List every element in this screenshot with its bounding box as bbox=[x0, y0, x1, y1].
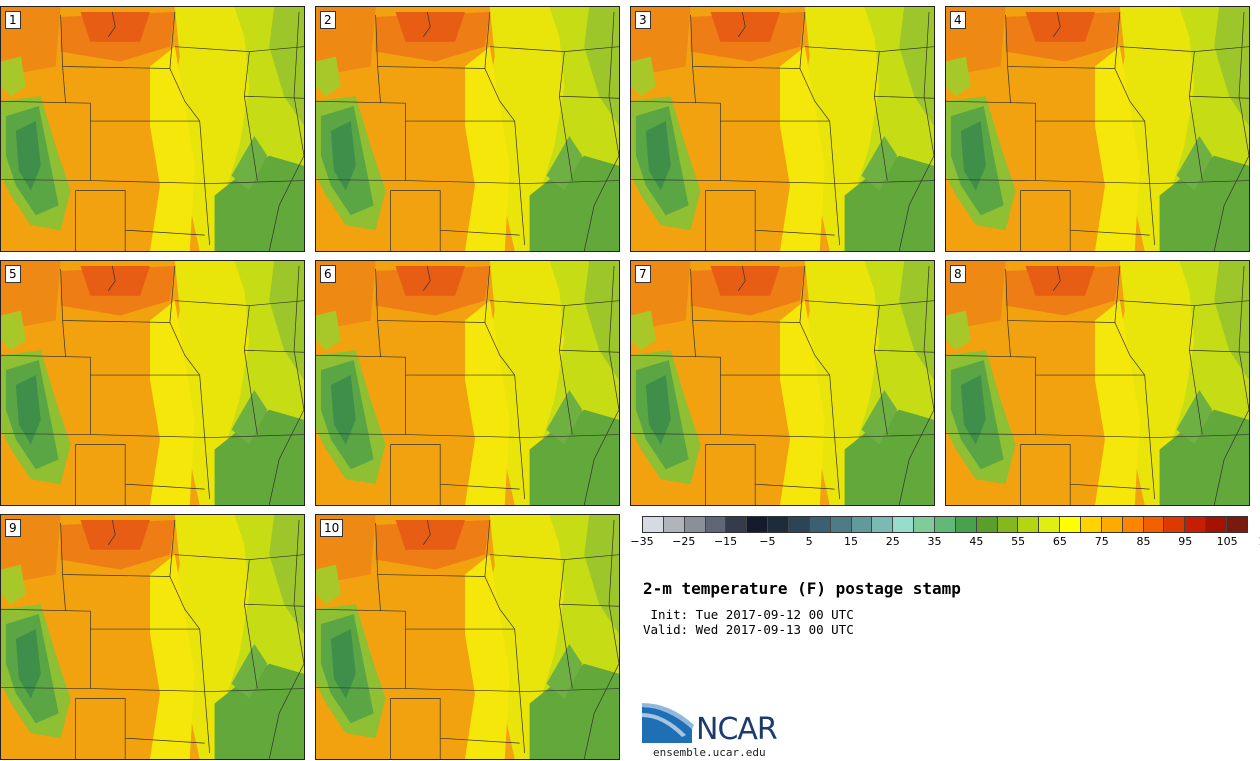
colorbar-segment bbox=[1164, 517, 1186, 532]
member-number: 1 bbox=[5, 11, 21, 29]
colorbar-segment bbox=[851, 517, 873, 532]
colorbar-segment bbox=[705, 517, 727, 532]
ensemble-member-map: 9 bbox=[0, 514, 305, 760]
ensemble-member-map: 10 bbox=[315, 514, 620, 760]
colorbar-segment bbox=[1060, 517, 1082, 532]
colorbar-segment bbox=[893, 517, 915, 532]
ensemble-member-map: 7 bbox=[630, 260, 935, 506]
ncar-logo-icon bbox=[642, 703, 694, 743]
colorbar-segment bbox=[809, 517, 831, 532]
colorbar-segment bbox=[1039, 517, 1061, 532]
logo-url: ensemble.ucar.edu bbox=[653, 746, 766, 759]
colorbar-segment bbox=[914, 517, 936, 532]
colorbar-tick-label: 95 bbox=[1178, 535, 1193, 548]
member-number: 8 bbox=[950, 265, 966, 283]
temperature-map bbox=[316, 515, 619, 759]
colorbar-segment bbox=[935, 517, 956, 532]
colorbar-tick-label: 75 bbox=[1094, 535, 1109, 548]
member-number: 9 bbox=[5, 519, 21, 537]
colorbar-segment bbox=[1143, 517, 1165, 532]
temperature-colorbar bbox=[642, 516, 1248, 533]
colorbar-segment bbox=[1081, 517, 1102, 532]
colorbar-segment bbox=[1101, 517, 1123, 532]
colorbar-tick-label: 105 bbox=[1216, 535, 1238, 548]
ensemble-member-map: 2 bbox=[315, 6, 620, 252]
colorbar-segment bbox=[1122, 517, 1144, 532]
member-number: 10 bbox=[320, 519, 344, 537]
colorbar-segment bbox=[830, 517, 852, 532]
colorbar-tick-label: −25 bbox=[672, 535, 696, 548]
member-number: 4 bbox=[950, 11, 966, 29]
temperature-map bbox=[316, 261, 619, 505]
temperature-map bbox=[1, 515, 304, 759]
colorbar-segment bbox=[997, 517, 1019, 532]
member-number: 5 bbox=[5, 265, 21, 283]
ensemble-member-map: 1 bbox=[0, 6, 305, 252]
colorbar-segment bbox=[726, 517, 748, 532]
temperature-map bbox=[946, 261, 1249, 505]
ensemble-member-map: 6 bbox=[315, 260, 620, 506]
colorbar-segment bbox=[789, 517, 810, 532]
member-number: 7 bbox=[635, 265, 651, 283]
colorbar-segment bbox=[747, 517, 769, 532]
colorbar-segment bbox=[955, 517, 977, 532]
temperature-map bbox=[1, 7, 304, 251]
colorbar-segment bbox=[1185, 517, 1207, 532]
ensemble-member-map: 8 bbox=[945, 260, 1250, 506]
ensemble-member-map: 5 bbox=[0, 260, 305, 506]
ensemble-member-map: 4 bbox=[945, 6, 1250, 252]
member-number: 6 bbox=[320, 265, 336, 283]
temperature-map bbox=[316, 7, 619, 251]
colorbar-tick-label: 25 bbox=[885, 535, 900, 548]
colorbar-segment bbox=[1018, 517, 1040, 532]
colorbar-tick-label: −5 bbox=[759, 535, 776, 548]
ensemble-member-map: 3 bbox=[630, 6, 935, 252]
colorbar-tick-label: 85 bbox=[1136, 535, 1151, 548]
colorbar-tick-label: −35 bbox=[630, 535, 654, 548]
figure-title: 2-m temperature (F) postage stamp bbox=[643, 579, 961, 598]
valid-time: Valid: Wed 2017-09-13 00 UTC bbox=[643, 622, 854, 637]
colorbar-tick-label: 65 bbox=[1052, 535, 1067, 548]
colorbar-segment bbox=[1206, 517, 1228, 532]
member-number: 3 bbox=[635, 11, 651, 29]
temperature-map bbox=[631, 7, 934, 251]
colorbar-segment bbox=[684, 517, 706, 532]
colorbar-segment bbox=[1227, 517, 1247, 532]
colorbar-tick-label: 15 bbox=[843, 535, 858, 548]
temperature-map bbox=[631, 261, 934, 505]
colorbar-tick-label: 45 bbox=[969, 535, 984, 548]
colorbar-segment bbox=[976, 517, 998, 532]
init-time: Init: Tue 2017-09-12 00 UTC bbox=[643, 607, 854, 622]
colorbar-segment bbox=[663, 517, 685, 532]
colorbar-segment bbox=[872, 517, 894, 532]
member-number: 2 bbox=[320, 11, 336, 29]
temperature-map bbox=[946, 7, 1249, 251]
colorbar-tick-label: −15 bbox=[713, 535, 738, 548]
logo-text: NCAR bbox=[696, 712, 778, 747]
colorbar-tick-label: 55 bbox=[1011, 535, 1026, 548]
colorbar-segment bbox=[768, 517, 790, 532]
colorbar-tick-label: 5 bbox=[805, 535, 813, 548]
colorbar-segment bbox=[643, 517, 664, 532]
temperature-map bbox=[1, 261, 304, 505]
colorbar-tick-label: 35 bbox=[927, 535, 942, 548]
colorbar-tick-labels: −35 −25 −15 −5 5 15 25 35 45 55 65 75 85 95 105 115 bbox=[630, 535, 1260, 549]
colorbar-tick-label: 115 bbox=[1258, 535, 1260, 548]
